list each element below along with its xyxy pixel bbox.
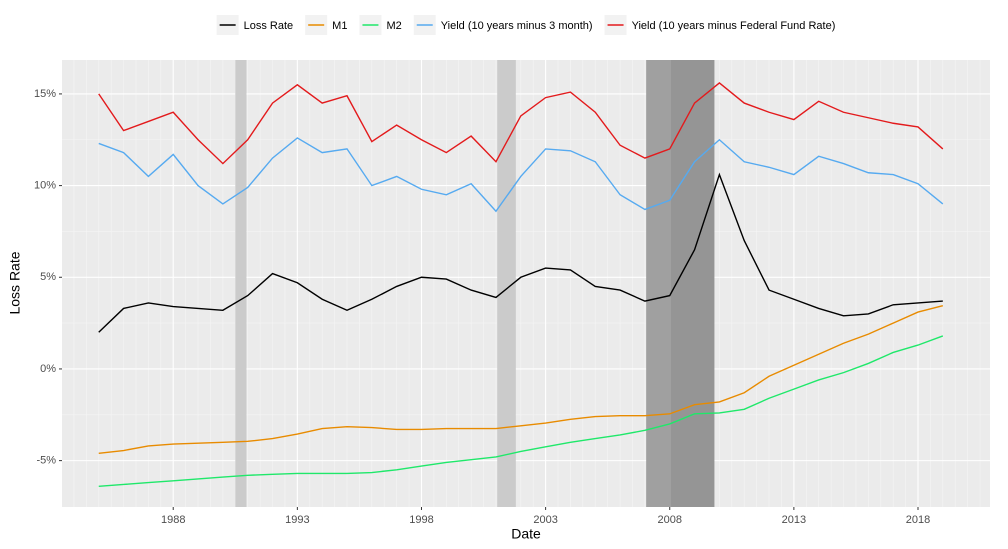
x-tick-label: 2018 — [906, 514, 930, 526]
legend-item: Yield (10 years minus 3 month) — [413, 15, 593, 35]
legend-label: Loss Rate — [244, 20, 294, 32]
shaded-period — [235, 60, 247, 507]
legend-label: M2 — [386, 20, 401, 32]
x-axis-title: Date — [511, 526, 541, 542]
y-tick-label: -5% — [36, 455, 56, 467]
x-tick-label: 2013 — [782, 514, 806, 526]
panel — [62, 60, 990, 507]
legend: Loss Rate M1 M2 Yield (10 years minus 3 mon… — [216, 15, 836, 35]
legend-item: M2 — [359, 15, 402, 35]
series-line — [98, 172, 943, 333]
lines — [98, 82, 944, 487]
y-tick-label: 10% — [34, 179, 56, 191]
legend-item: Loss Rate — [216, 15, 294, 35]
series-line — [98, 137, 944, 213]
y-tick-label: 5% — [40, 271, 56, 283]
shaded-periods — [235, 60, 715, 507]
x-tick-label: 2003 — [533, 514, 557, 526]
shaded-period — [497, 60, 516, 507]
x-tick-label: 1993 — [285, 514, 309, 526]
x-tick-label: 2008 — [658, 514, 682, 526]
x-tick-label: 1988 — [161, 514, 185, 526]
series-line — [98, 305, 944, 454]
y-tick-label: 15% — [34, 88, 56, 100]
legend-label: Yield (10 years minus 3 month) — [441, 20, 593, 32]
legend-item: M1 — [305, 15, 347, 35]
shaded-period — [670, 60, 715, 507]
legend-item: Yield (10 years minus Federal Fund Rate) — [604, 15, 836, 35]
legend-label: Yield (10 years minus Federal Fund Rate) — [632, 20, 836, 32]
y-tick-label: 0% — [40, 363, 56, 375]
x-tick-label: 1998 — [409, 514, 433, 526]
y-axis-title: Loss Rate — [7, 251, 23, 314]
series-line — [98, 82, 944, 165]
shaded-period — [646, 60, 671, 507]
axes: -5% 0% 5% 10% 15% 1988 1993 1998 2003 2008 2013 201… — [34, 88, 930, 526]
legend-label: M1 — [332, 20, 347, 32]
series-line — [98, 335, 944, 487]
